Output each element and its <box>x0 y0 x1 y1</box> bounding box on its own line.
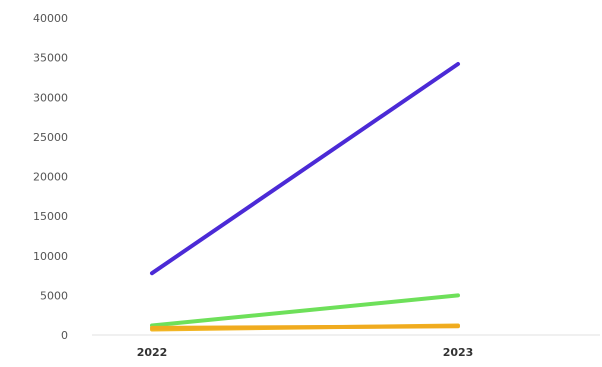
series-lines <box>150 62 460 332</box>
series-line-2 <box>150 293 460 328</box>
y-tick-label: 25000 <box>33 131 68 144</box>
y-tick-label: 30000 <box>33 91 68 104</box>
y-tick-label: 15000 <box>33 210 68 223</box>
series-line-4 <box>150 324 460 330</box>
y-tick-label: 20000 <box>33 171 68 184</box>
y-axis: 0 5000 10000 15000 20000 25000 30000 35000 40000 <box>33 12 68 342</box>
y-tick-label: 35000 <box>33 52 68 65</box>
y-tick-label: 40000 <box>33 12 68 25</box>
x-axis: 2022 2023 <box>137 346 474 359</box>
series-line-1 <box>150 62 460 276</box>
y-tick-label: 0 <box>61 329 68 342</box>
y-tick-label: 5000 <box>40 289 68 302</box>
x-tick-label: 2023 <box>443 346 474 359</box>
x-tick-label: 2022 <box>137 346 168 359</box>
y-tick-label: 10000 <box>33 250 68 263</box>
